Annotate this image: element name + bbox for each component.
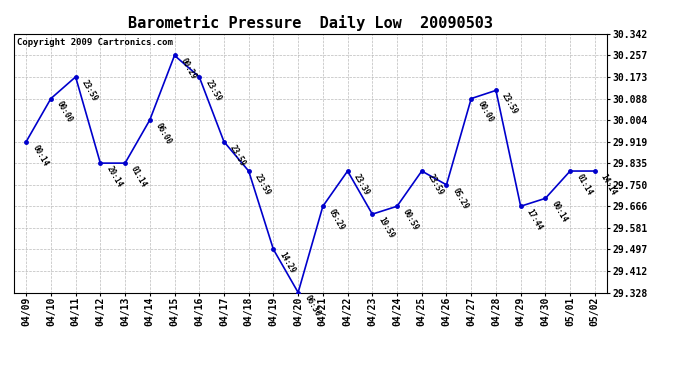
Text: 00:14: 00:14 [549, 200, 569, 224]
Text: 00:59: 00:59 [401, 208, 421, 232]
Text: 00:00: 00:00 [475, 100, 495, 124]
Text: 17:44: 17:44 [525, 208, 544, 232]
Text: 23:59: 23:59 [253, 172, 273, 197]
Text: 23:59: 23:59 [426, 172, 445, 197]
Text: 23:59: 23:59 [80, 78, 99, 103]
Text: 23:59: 23:59 [500, 92, 520, 116]
Text: 06:00: 06:00 [154, 122, 173, 146]
Text: 05:29: 05:29 [451, 186, 470, 211]
Text: 00:14: 00:14 [30, 143, 50, 168]
Text: 19:59: 19:59 [377, 216, 396, 240]
Text: 06:30: 06:30 [302, 294, 322, 318]
Text: 23:59: 23:59 [228, 143, 248, 168]
Text: 01:14: 01:14 [574, 172, 593, 197]
Text: 05:29: 05:29 [327, 208, 346, 232]
Text: 00:29: 00:29 [179, 57, 198, 81]
Text: 00:00: 00:00 [55, 100, 75, 124]
Text: 23:59: 23:59 [204, 78, 223, 103]
Text: 01:14: 01:14 [129, 165, 148, 189]
Text: 20:14: 20:14 [104, 165, 124, 189]
Text: Copyright 2009 Cartronics.com: Copyright 2009 Cartronics.com [17, 38, 172, 46]
Text: 14:14: 14:14 [599, 172, 618, 197]
Text: 14:29: 14:29 [277, 251, 297, 275]
Text: 23:39: 23:39 [352, 172, 371, 197]
Title: Barometric Pressure  Daily Low  20090503: Barometric Pressure Daily Low 20090503 [128, 15, 493, 31]
